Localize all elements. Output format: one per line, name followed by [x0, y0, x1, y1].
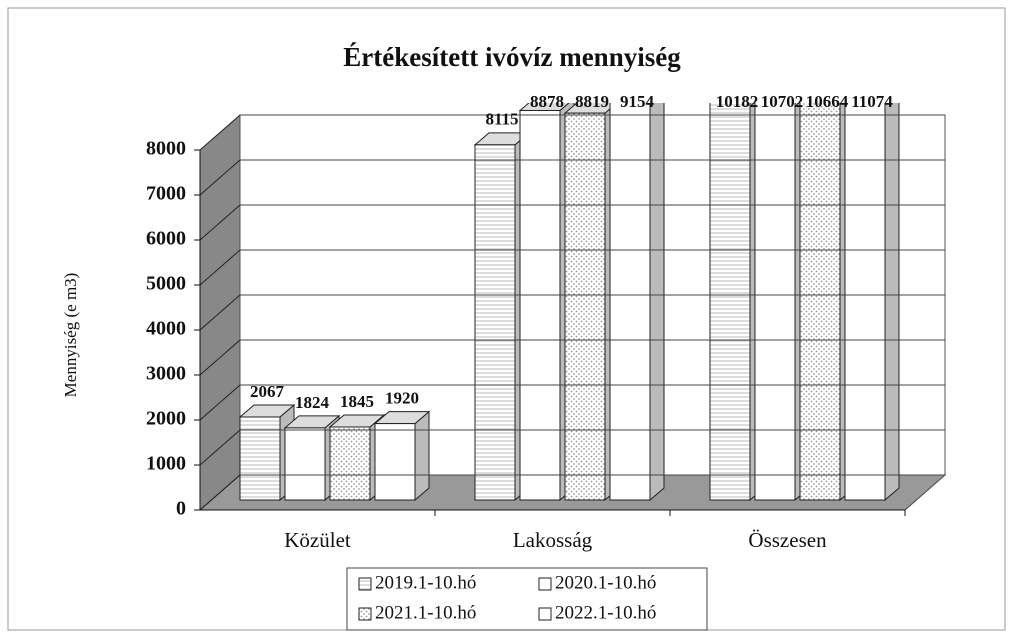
data-label: 8819: [575, 92, 609, 111]
data-label: 9154: [620, 92, 655, 111]
bar-front: [564, 112, 606, 501]
x-tick-label: Összesen: [748, 528, 827, 552]
y-tick-label: 4000: [146, 318, 186, 340]
legend-label: 2022.1-10.hó: [555, 602, 656, 623]
grid-line-side: [199, 114, 241, 151]
y-axis-label: Mennyiség (e m3): [61, 273, 80, 398]
grid-line-side: [199, 474, 241, 511]
y-tick-label: 3000: [146, 363, 186, 385]
grid-line-side: [199, 429, 241, 466]
bar-front: [374, 423, 416, 501]
legend-swatch: [538, 577, 552, 591]
x-tick-label: Közület: [284, 528, 351, 552]
data-label: 8115: [485, 110, 518, 129]
grid-line-side: [199, 249, 241, 286]
data-label: 1920: [385, 389, 419, 408]
legend-label: 2021.1-10.hó: [375, 602, 476, 623]
y-tick-label: 2000: [146, 408, 186, 430]
data-label: 10664: [806, 92, 849, 111]
bars: [238, 103, 900, 502]
y-tick-label: 7000: [146, 183, 186, 205]
bar-front: [239, 416, 281, 501]
data-label: 10702: [761, 92, 804, 111]
legend-swatch: [538, 607, 552, 621]
grid-line-side: [199, 294, 241, 331]
bar: [373, 410, 431, 502]
y-tick-label: 1000: [146, 453, 186, 475]
bar-front: [709, 103, 751, 501]
bar-front: [799, 103, 841, 501]
legend: [346, 567, 708, 631]
legend-swatch: [358, 607, 372, 621]
x-tick-label: Lakosság: [513, 528, 593, 552]
data-label: 1824: [295, 393, 330, 412]
data-label: 8878: [530, 92, 564, 111]
grid-line-side: [199, 204, 241, 241]
bar-front: [284, 427, 326, 501]
grid-line-side: [199, 384, 241, 421]
legend-swatch: [358, 577, 372, 591]
bar: [844, 103, 900, 502]
data-label: 11074: [851, 92, 893, 111]
bar-front: [474, 144, 516, 501]
y-tick-label: 0: [176, 498, 186, 520]
bar-front: [609, 103, 651, 501]
legend-label: 2020.1-10.hó: [555, 572, 656, 593]
y-tick-label: 6000: [146, 228, 186, 250]
bar: [609, 103, 665, 502]
bar-front: [844, 103, 886, 501]
bar-side: [649, 103, 665, 502]
y-tick-label: 8000: [146, 138, 186, 160]
bar-side: [414, 410, 430, 502]
legend-label: 2019.1-10.hó: [375, 572, 476, 593]
data-label: 10182: [716, 92, 759, 111]
data-label: 2067: [250, 382, 285, 401]
bar: [518, 103, 575, 502]
y-tick-label: 5000: [146, 273, 186, 295]
bar-front: [329, 426, 371, 501]
chart-title: Értékesített ivóvíz mennyiség: [343, 42, 681, 72]
data-label: 1845: [340, 392, 374, 411]
bar-front: [754, 103, 796, 501]
grid-line-side: [199, 159, 241, 196]
grid-line-side: [199, 339, 241, 376]
bar-front: [519, 109, 561, 501]
